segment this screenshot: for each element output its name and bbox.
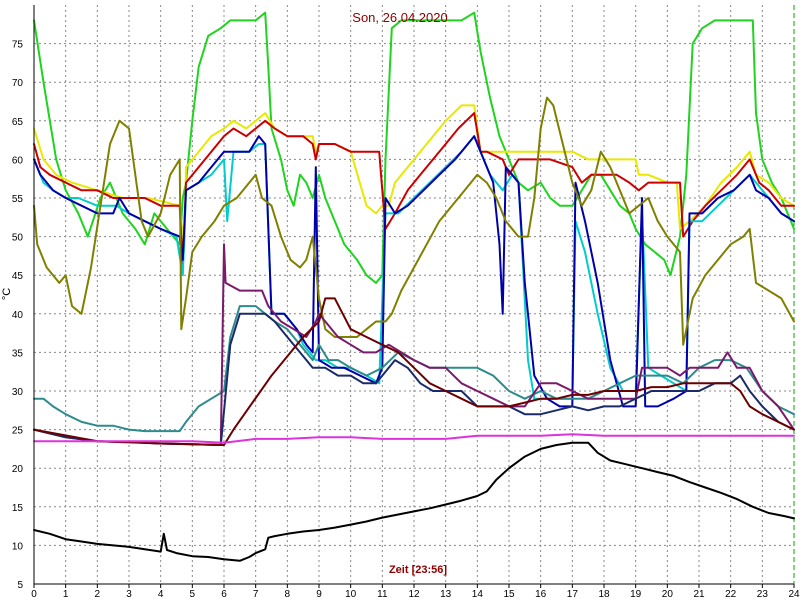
y-tick-label: 5 xyxy=(17,580,23,591)
series-line-12 xyxy=(33,441,795,562)
x-tick-label: 2 xyxy=(95,589,101,600)
y-tick-label: 10 xyxy=(12,541,24,552)
grid xyxy=(33,5,795,585)
series-line-8 xyxy=(33,243,795,446)
x-tick-label: 12 xyxy=(408,589,420,600)
chart-title: Son, 26.04.2020 xyxy=(352,10,447,25)
x-tick-label: 22 xyxy=(725,589,737,600)
x-tick-label: 23 xyxy=(757,589,769,600)
y-tick-label: 60 xyxy=(12,155,24,166)
y-tick-label: 15 xyxy=(12,503,24,514)
y-tick-label: 20 xyxy=(12,464,24,475)
y-tick-label: 40 xyxy=(12,310,24,321)
y-tick-label: 30 xyxy=(12,387,24,398)
series-line-9 xyxy=(33,312,795,446)
x-tick-label: 4 xyxy=(158,589,164,600)
y-tick-label: 75 xyxy=(12,40,24,51)
x-tick-label: 9 xyxy=(316,589,322,600)
series-line-11 xyxy=(33,433,795,444)
x-tick-label: 1 xyxy=(63,589,69,600)
x-tick-label: 5 xyxy=(190,589,196,600)
x-tick-label: 20 xyxy=(662,589,674,600)
x-tick-label: 0 xyxy=(31,589,37,600)
x-tick-label: 17 xyxy=(567,589,579,600)
x-tick-label: 14 xyxy=(472,589,484,600)
y-tick-label: 35 xyxy=(12,348,24,359)
y-tick-label: 70 xyxy=(12,78,24,89)
y-tick-label: 50 xyxy=(12,233,24,244)
x-tick-label: 7 xyxy=(253,589,259,600)
series-line-6 xyxy=(33,96,795,346)
x-tick-label: 8 xyxy=(285,589,291,600)
series-lines xyxy=(33,11,795,562)
x-tick-label: 24 xyxy=(788,589,800,600)
y-axis-label: °C xyxy=(1,288,13,300)
x-tick-label: 19 xyxy=(630,589,642,600)
x-tick-label: 13 xyxy=(440,589,452,600)
series-line-1 xyxy=(33,11,795,284)
x-tick-label: 18 xyxy=(598,589,610,600)
x-tick-label: 10 xyxy=(345,589,357,600)
series-line-5 xyxy=(33,135,795,408)
x-tick-label: 21 xyxy=(693,589,705,600)
x-tick-label: 16 xyxy=(535,589,547,600)
y-tick-label: 45 xyxy=(12,271,24,282)
series-line-4 xyxy=(33,135,795,400)
x-tick-label: 6 xyxy=(221,589,227,600)
y-tick-label: 55 xyxy=(12,194,24,205)
y-tick-label: 25 xyxy=(12,426,24,437)
x-axis-label: Zeit [23:56] xyxy=(389,564,447,576)
x-tick-label: 11 xyxy=(377,589,388,600)
series-line-7 xyxy=(33,305,795,433)
series-line-10 xyxy=(33,297,795,446)
y-tick-label: 65 xyxy=(12,117,24,128)
x-tick-label: 3 xyxy=(126,589,132,600)
x-tick-label: 15 xyxy=(503,589,515,600)
